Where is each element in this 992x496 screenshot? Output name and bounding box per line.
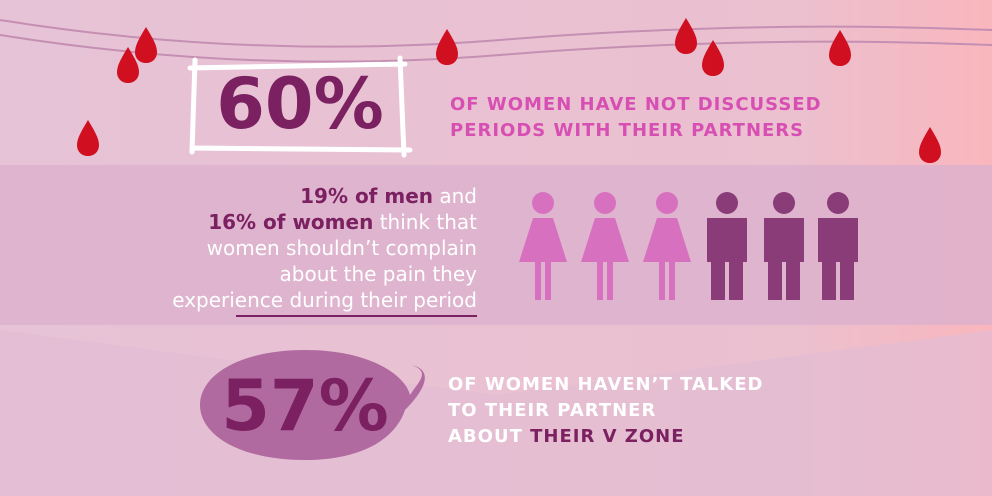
highlight: 16% of women	[208, 210, 373, 234]
stat-text: about the pain they	[280, 262, 478, 286]
stat-text: 16% of women think that	[208, 210, 477, 234]
frame	[187, 55, 413, 158]
stat-text: PERIODS WITH THEIR PARTNERS	[450, 120, 804, 141]
speech-bubble	[200, 350, 425, 460]
stat-figure: 57%	[221, 365, 389, 447]
stat-text: OF WOMEN HAVE NOT DISCUSSED	[450, 94, 822, 115]
woman-icons	[519, 192, 691, 300]
stat-text: women shouldn’t complain	[207, 236, 477, 260]
stat-text: OF WOMEN HAVEN’T TALKED	[448, 374, 763, 395]
stat-figure: 60%	[216, 63, 384, 145]
stat-text: experience during their period	[172, 288, 477, 312]
text: ABOUT	[448, 426, 523, 447]
highlight: THEIR V ZONE	[530, 426, 684, 447]
text: think that	[380, 210, 477, 234]
text: and	[439, 184, 477, 208]
highlight: 19% of men	[300, 184, 433, 208]
stat-text: ABOUT THEIR V ZONE	[448, 426, 685, 447]
stat-text: TO THEIR PARTNER	[448, 400, 656, 421]
man-icons	[707, 192, 858, 300]
stat-text: 19% of men and	[300, 184, 477, 208]
figures	[519, 192, 858, 300]
